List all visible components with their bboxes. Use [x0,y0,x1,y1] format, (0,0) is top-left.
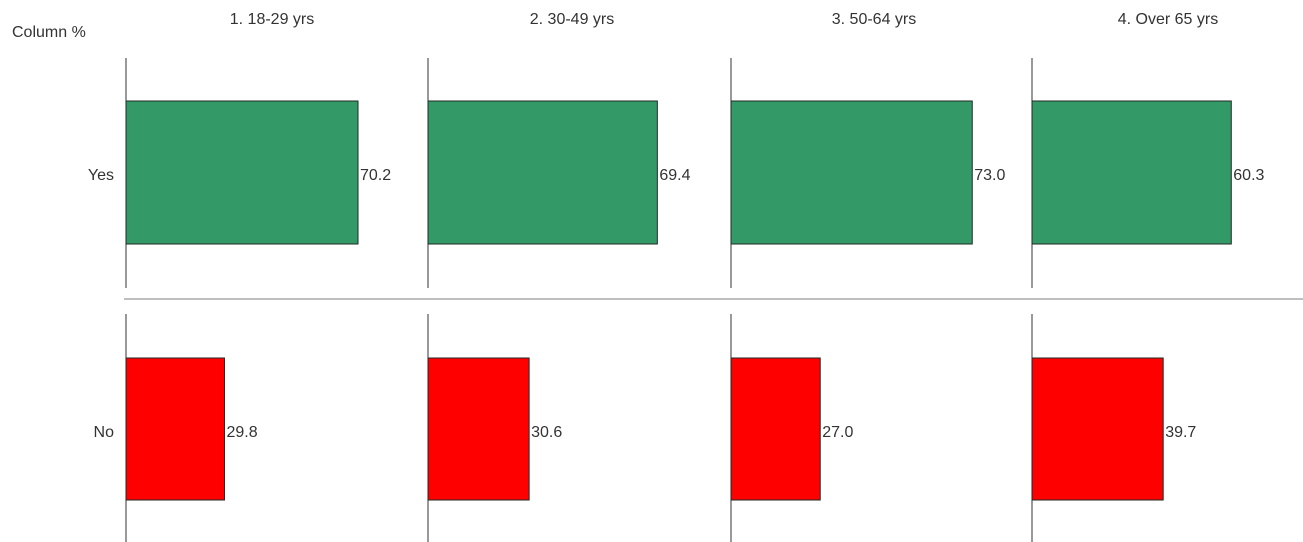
data-label: 60.3 [1233,167,1264,184]
data-label: 73.0 [974,167,1005,184]
data-label: 29.8 [226,424,257,441]
bar [730,357,821,501]
row-label: No [94,424,115,441]
column-header: 4. Over 65 yrs [1118,11,1218,28]
data-label: 39.7 [1165,424,1196,441]
data-label: 69.4 [659,167,690,184]
bar [1031,100,1232,245]
corner-label: Column % [12,24,86,41]
bar [427,100,658,245]
column-header: 3. 50-64 yrs [832,11,916,28]
bar [125,357,225,501]
data-label: 70.2 [360,167,391,184]
bar [730,100,973,245]
bar [427,357,530,501]
bar [125,100,359,245]
column-header: 1. 18-29 yrs [230,11,314,28]
data-label: 27.0 [822,424,853,441]
row-label: Yes [88,167,114,184]
data-label: 30.6 [531,424,562,441]
column-header: 2. 30-49 yrs [530,11,614,28]
bar [1031,357,1164,501]
